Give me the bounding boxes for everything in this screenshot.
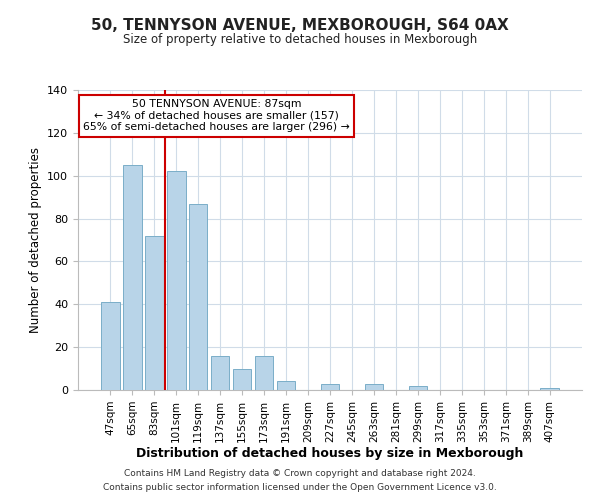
X-axis label: Distribution of detached houses by size in Mexborough: Distribution of detached houses by size …	[136, 448, 524, 460]
Y-axis label: Number of detached properties: Number of detached properties	[29, 147, 41, 333]
Bar	[123, 165, 142, 390]
Bar	[365, 384, 383, 390]
Bar	[145, 236, 164, 390]
Bar	[211, 356, 229, 390]
Text: 50 TENNYSON AVENUE: 87sqm
← 34% of detached houses are smaller (157)
65% of semi: 50 TENNYSON AVENUE: 87sqm ← 34% of detac…	[83, 99, 350, 132]
Text: Contains public sector information licensed under the Open Government Licence v3: Contains public sector information licen…	[103, 484, 497, 492]
Text: Contains HM Land Registry data © Crown copyright and database right 2024.: Contains HM Land Registry data © Crown c…	[124, 468, 476, 477]
Bar	[101, 302, 119, 390]
Bar	[233, 368, 251, 390]
Bar	[167, 172, 185, 390]
Bar	[320, 384, 340, 390]
Bar	[255, 356, 274, 390]
Bar	[409, 386, 427, 390]
Bar	[541, 388, 559, 390]
Bar	[277, 382, 295, 390]
Text: Size of property relative to detached houses in Mexborough: Size of property relative to detached ho…	[123, 32, 477, 46]
Bar	[189, 204, 208, 390]
Text: 50, TENNYSON AVENUE, MEXBOROUGH, S64 0AX: 50, TENNYSON AVENUE, MEXBOROUGH, S64 0AX	[91, 18, 509, 32]
